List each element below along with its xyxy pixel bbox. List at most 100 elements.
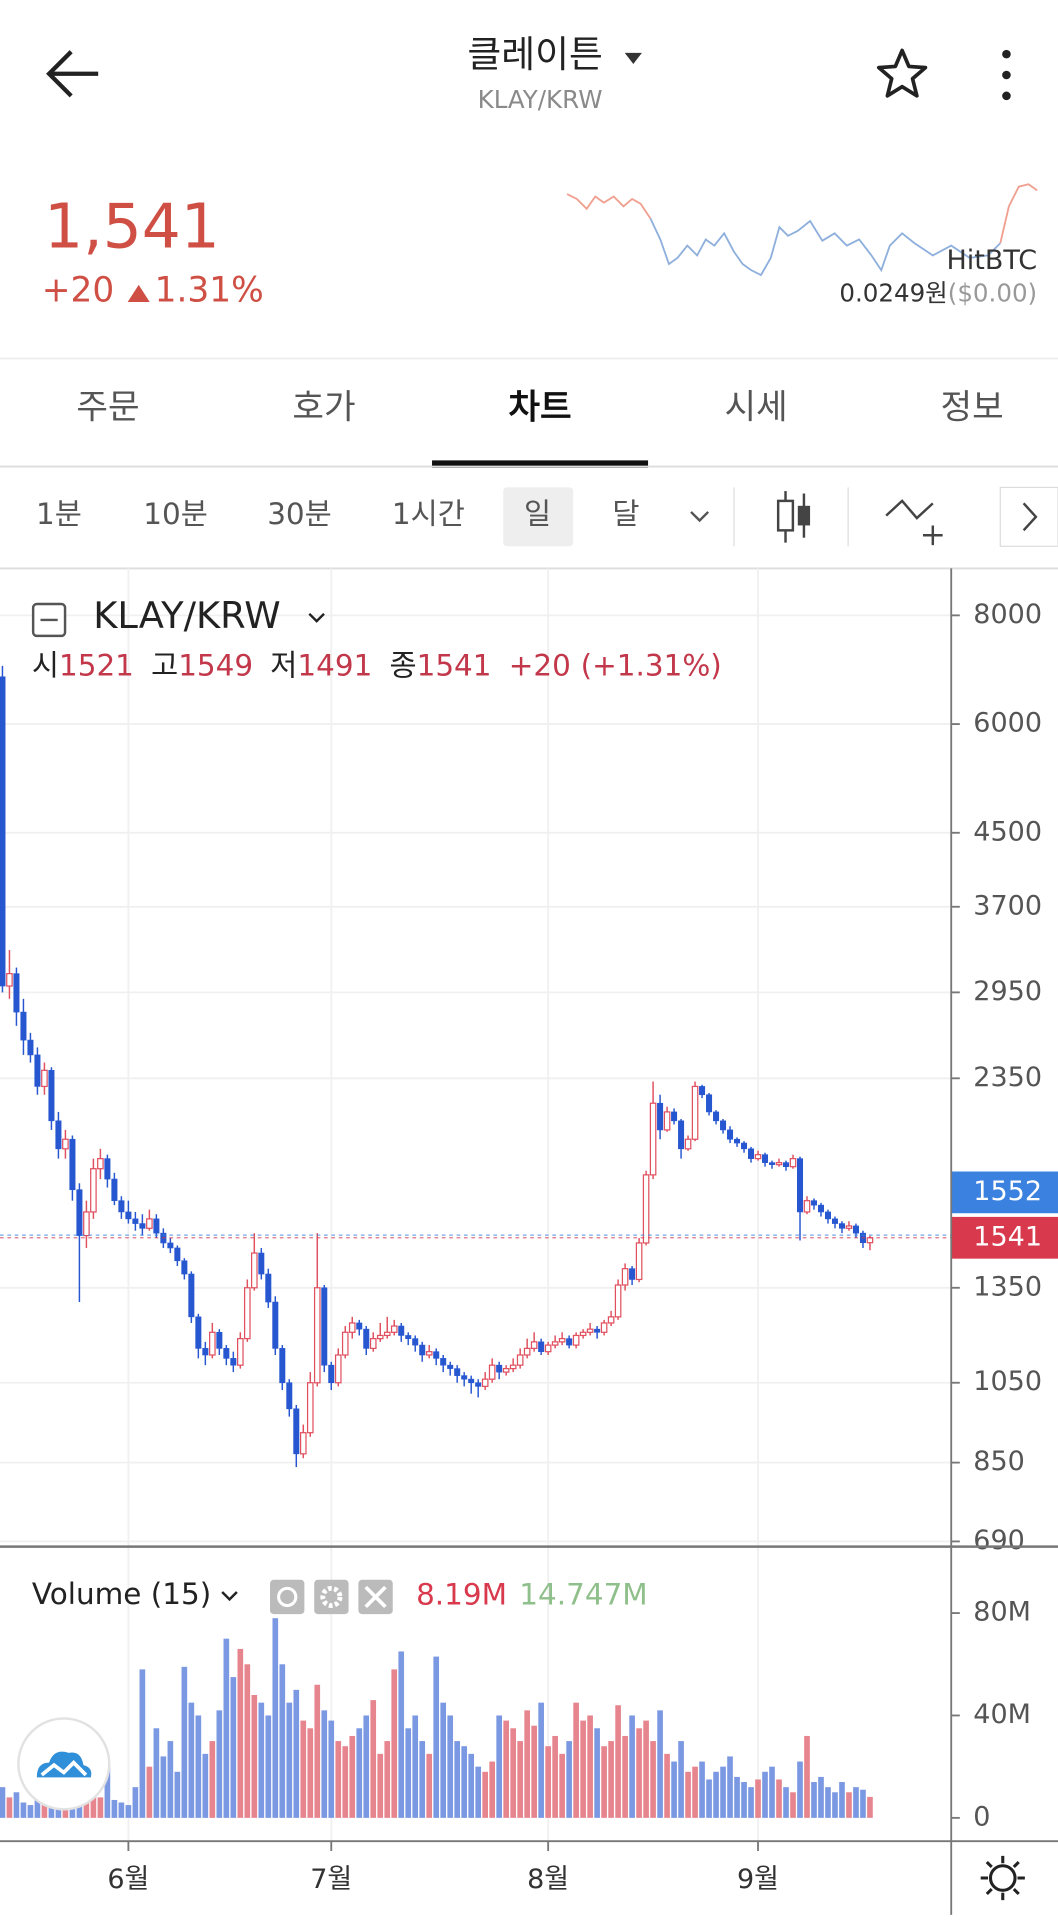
collapse-button[interactable] [31,602,67,638]
volume-bar [132,1787,139,1818]
tab[interactable]: 차트 [508,387,571,427]
candle-body [293,1408,300,1455]
y-tick-label: 2950 [973,976,1042,1007]
icon [885,499,934,520]
candle-body [62,1138,69,1150]
y-tick-label: 40M [973,1699,1031,1730]
legend-change-pct: (+1.31%) [581,648,722,682]
interval[interactable]: 10분 [143,497,208,531]
title-dropdown[interactable] [624,52,642,64]
btc-price: 0.0249원 [839,279,947,308]
price-tag [951,1171,1058,1214]
interval[interactable]: 1분 [36,497,82,531]
x-tick-label: 6월 [107,1864,149,1895]
candle-body [440,1358,447,1366]
volume-bar [664,1753,670,1818]
interval-dropdown[interactable] [690,511,710,523]
volume-bar [335,1741,342,1818]
volume-visibility[interactable] [270,1579,305,1615]
y-tick-label: 1350 [973,1271,1042,1302]
volume-title[interactable]: Volume (15) [32,1577,211,1611]
candle-body [55,1120,62,1150]
chart-type-button[interactable] [776,491,811,543]
y-tick-label: 4500 [973,816,1042,847]
indicator-button[interactable] [885,499,943,546]
icon [36,1751,92,1778]
up-triangle [127,284,150,303]
candle-body [720,1120,727,1131]
candle-body [566,1338,573,1346]
candle-body [727,1129,734,1140]
candle-body [405,1335,412,1339]
volume-bar [587,1715,593,1818]
volume-bar [482,1771,489,1818]
title-chevron[interactable] [308,612,325,623]
chart-area: 6월 7월 8월 9월 8000 6000 4500 3700 2950 2350 1350 1050… [0,568,1058,1895]
candle-body [789,1158,797,1168]
volume-bar [762,1771,768,1818]
volume-bar [566,1741,572,1818]
scroll-right-button[interactable] [999,486,1058,547]
interval[interactable]: 달 [612,497,639,531]
tab[interactable]: 정보 [940,387,1003,427]
interval[interactable]: 1시간 [392,497,465,531]
dot [1002,70,1011,80]
interval[interactable]: 30분 [267,497,332,531]
volume-bar [265,1715,272,1818]
candle-body [516,1354,524,1366]
candle-body [762,1154,769,1163]
candle-body [369,1338,377,1349]
tab[interactable]: 주문 [76,387,139,427]
volume-bar [734,1776,740,1818]
back-button[interactable] [46,50,99,98]
candle-body [684,1138,692,1150]
volume-bar [328,1720,335,1818]
candle-body [699,1086,706,1096]
volume-bar [237,1648,244,1818]
interval[interactable]: 일 [524,497,551,531]
tab[interactable]: 시세 [724,387,787,427]
volume-bar [230,1677,237,1818]
candle-body [579,1331,587,1337]
volume-bar [440,1702,447,1818]
candle-body [306,1382,314,1434]
volume-bar [272,1618,279,1818]
candle-body [488,1364,496,1380]
candle-body [286,1382,293,1410]
favorite-star[interactable] [876,48,928,98]
volume-bar [258,1702,265,1818]
candle-body [783,1162,790,1167]
floating-button[interactable] [17,1717,111,1811]
icon [797,505,811,526]
volume-settings[interactable] [314,1579,349,1615]
candle-body [629,1268,636,1280]
volume-bar [720,1766,726,1818]
tab[interactable]: 호가 [292,387,355,427]
volume-chevron[interactable] [221,1591,238,1602]
y-tick-label: 690 [973,1525,1025,1556]
volume-bar [643,1720,649,1818]
candle-body [90,1168,97,1213]
coin-title[interactable]: 클레이튼 [467,33,602,76]
volume-bar [307,1728,314,1818]
volume-bar [419,1741,426,1818]
icon [277,1586,298,1608]
candle-body [0,676,6,987]
settings-button[interactable] [980,1855,1025,1901]
candle-body [258,1252,265,1275]
candle-body [706,1094,713,1113]
candle-body [530,1341,538,1349]
candle-body [223,1348,230,1359]
chart-title[interactable]: KLAY/KRW [93,594,280,637]
candle-body [824,1211,831,1220]
volume-bar [713,1771,719,1818]
price-tag-label: 1552 [973,1176,1042,1207]
volume-bar [97,1797,104,1818]
candle-body [202,1348,209,1356]
candle-body [69,1138,76,1191]
volume-bar [0,1787,6,1818]
more-menu[interactable] [1002,49,1011,101]
y-tick-label: 2350 [973,1062,1042,1093]
volume-remove[interactable] [358,1579,393,1615]
